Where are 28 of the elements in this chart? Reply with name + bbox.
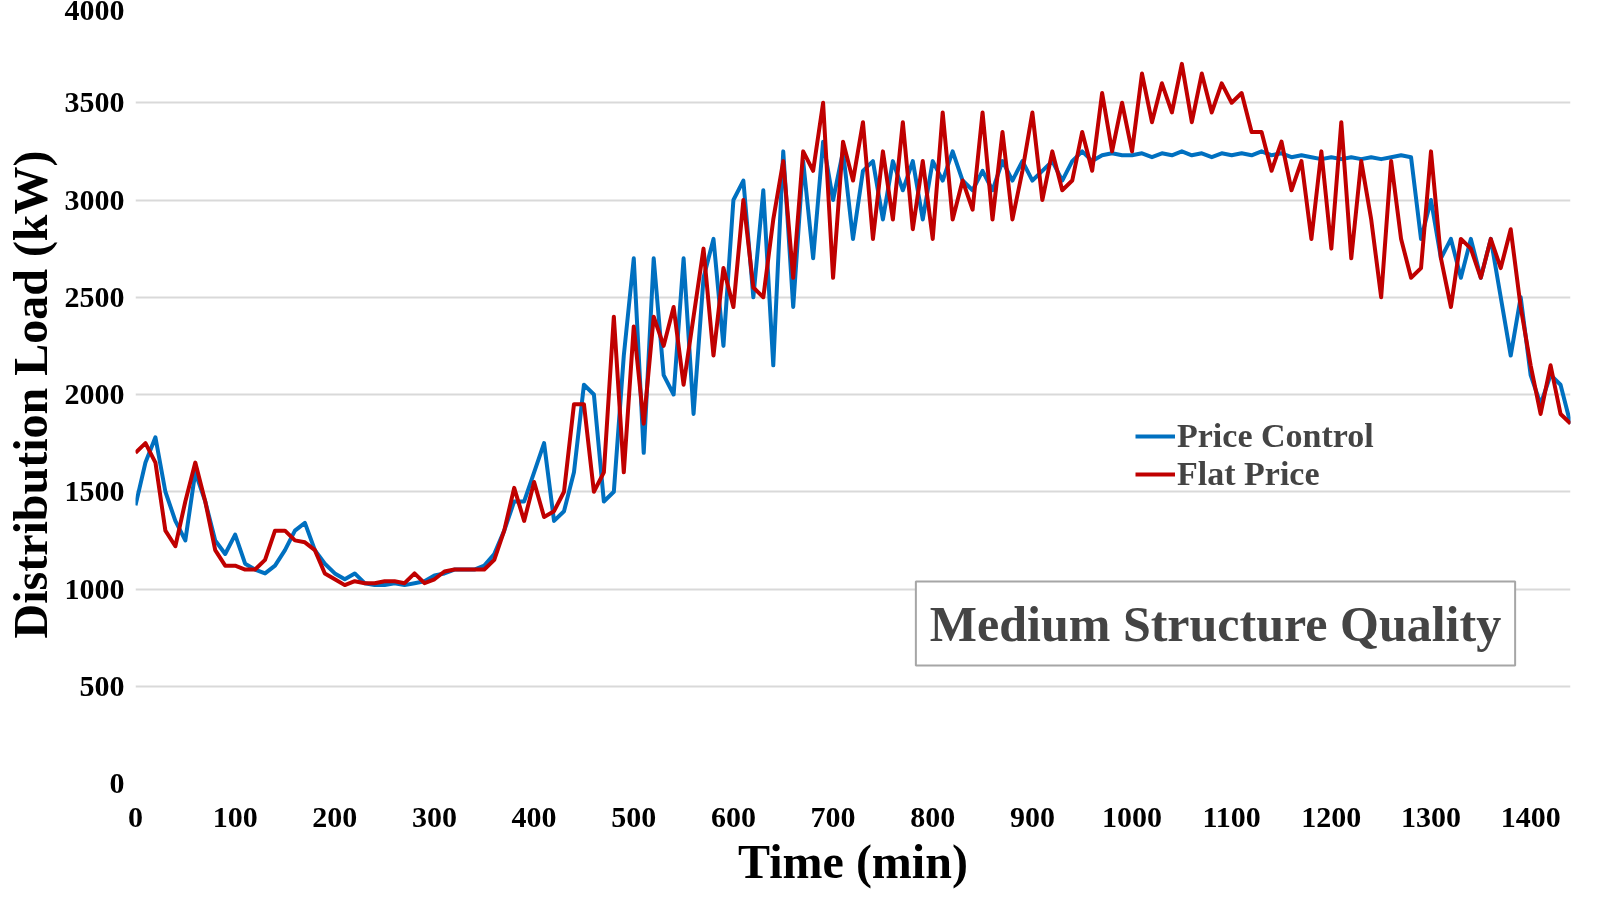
y-tick-label: 500: [79, 668, 125, 702]
x-tick-label: 1200: [1301, 799, 1362, 833]
x-tick-label: 1100: [1202, 799, 1261, 833]
y-tick-label: 2000: [64, 377, 125, 410]
legend-label: Price Control: [1177, 417, 1374, 455]
y-tick-label: 4000: [64, 0, 125, 26]
x-tick-label: 100: [212, 799, 258, 833]
y-tick-label: 3500: [64, 85, 125, 119]
y-tick-label: 3000: [64, 182, 125, 216]
y-axis-title: Distribution Load (kW): [3, 150, 58, 639]
x-tick-label: 600: [710, 799, 756, 833]
y-tick-label: 0: [109, 766, 125, 799]
x-tick-label: 1300: [1400, 799, 1461, 833]
y-tick-label: 1500: [64, 474, 125, 508]
x-tick-label: 400: [511, 799, 557, 833]
x-tick-label: 1400: [1500, 799, 1561, 833]
legend-label: Flat Price: [1177, 455, 1320, 493]
x-tick-label: 1000: [1102, 799, 1163, 833]
x-axis-title: Time (min): [738, 834, 968, 889]
x-tick-label: 900: [1009, 799, 1055, 833]
y-tick-label: 2500: [64, 279, 125, 313]
y-tick-label: 1000: [64, 571, 125, 605]
x-tick-label: 800: [910, 799, 956, 833]
x-tick-label: 500: [611, 799, 657, 833]
annotation: Medium Structure Quality: [929, 595, 1502, 652]
x-tick-label: 700: [810, 799, 856, 833]
x-tick-label: 300: [411, 799, 457, 833]
x-tick-label: 200: [312, 799, 358, 833]
